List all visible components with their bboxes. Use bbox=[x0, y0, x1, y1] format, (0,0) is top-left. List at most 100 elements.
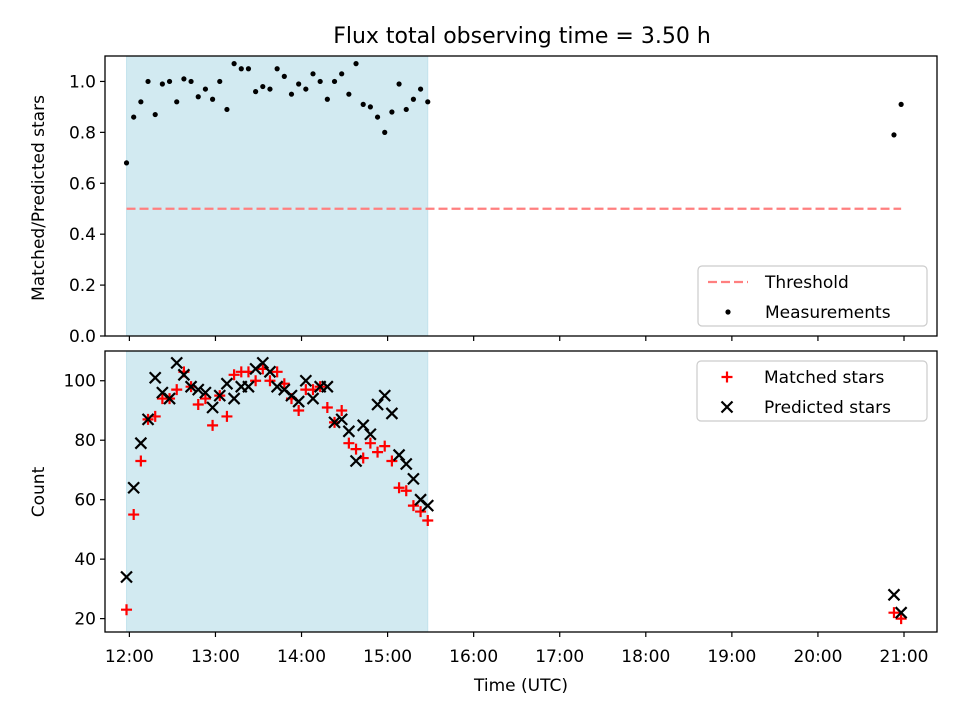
predicted-star-point bbox=[887, 588, 901, 602]
measurement-point bbox=[260, 83, 266, 90]
measurement-point bbox=[339, 71, 345, 77]
axes-frame bbox=[104, 55, 938, 337]
predicted-star-point bbox=[421, 499, 435, 512]
legend-label: Threshold bbox=[764, 273, 849, 293]
y-tick-label: 1.0 bbox=[69, 72, 96, 92]
matched-star-point bbox=[121, 604, 133, 616]
matched-star-point bbox=[293, 404, 305, 416]
measurement-point bbox=[317, 78, 323, 85]
predicted-star-point bbox=[141, 413, 155, 426]
legend-label: Matched stars bbox=[764, 368, 884, 388]
x-tick-label: 20:00 bbox=[793, 647, 842, 667]
x-axis-label: Time (UTC) bbox=[473, 676, 568, 696]
predicted-star-point bbox=[163, 392, 176, 405]
x-tick-label: 12:00 bbox=[105, 647, 154, 667]
predicted-star-point bbox=[407, 472, 420, 486]
matched-star-point bbox=[364, 437, 376, 449]
measurement-point bbox=[166, 78, 173, 85]
y-axis-label: Count bbox=[29, 466, 49, 517]
measurement-point bbox=[159, 81, 165, 87]
y-tick-label: 0.0 bbox=[69, 327, 96, 347]
predicted-star-point bbox=[263, 365, 277, 379]
observing-span bbox=[126, 350, 429, 633]
measurement-point bbox=[310, 71, 316, 77]
y-tick-label: 20 bbox=[74, 610, 96, 630]
measurement-point bbox=[181, 76, 187, 82]
predicted-star-point bbox=[321, 380, 334, 393]
predicted-star-point bbox=[120, 570, 133, 584]
predicted-star-point bbox=[399, 457, 413, 471]
predicted-star-point bbox=[227, 392, 241, 405]
measurement-point bbox=[238, 66, 244, 72]
predicted-star-point bbox=[206, 401, 219, 414]
measurement-point bbox=[152, 111, 158, 118]
matched-star-point bbox=[895, 613, 907, 625]
matched-star-point bbox=[264, 375, 276, 387]
matched-star-point bbox=[199, 393, 211, 405]
predicted-star-point bbox=[177, 368, 191, 382]
measurement-point bbox=[891, 132, 897, 138]
matched-star-point bbox=[415, 506, 427, 518]
x-tick-label: 15:00 bbox=[363, 647, 412, 667]
matched-star-point bbox=[128, 509, 140, 521]
legend-box bbox=[696, 360, 928, 422]
x-tick-label: 16:00 bbox=[449, 647, 498, 667]
measurement-point bbox=[253, 89, 259, 95]
measurement-point bbox=[202, 86, 209, 92]
predicted-star-point bbox=[364, 427, 377, 441]
y-tick-label: 100 bbox=[64, 372, 96, 392]
y-tick-label: 40 bbox=[74, 550, 96, 570]
measurement-point bbox=[353, 61, 359, 67]
predicted-star-point bbox=[270, 380, 284, 393]
measurement-point bbox=[410, 96, 417, 102]
matched-star-point bbox=[228, 369, 240, 381]
measurement-point bbox=[224, 106, 230, 113]
predicted-star-point bbox=[356, 419, 370, 432]
matched-star-point bbox=[379, 440, 391, 452]
predicted-star-point bbox=[385, 407, 399, 420]
x-tick-label: 17:00 bbox=[535, 647, 584, 667]
matched-star-point bbox=[221, 410, 233, 422]
predicted-star-point bbox=[220, 377, 234, 390]
measurement-point bbox=[396, 81, 402, 87]
measurement-point bbox=[324, 96, 330, 102]
predicted-star-point bbox=[378, 389, 392, 402]
top-panel: 0.0 0.2 0.4 0.6 0.8 1.0 Matched/Predicted star… bbox=[29, 55, 938, 347]
x-tick-label: 13:00 bbox=[191, 647, 240, 667]
measurement-point bbox=[346, 91, 352, 97]
measurement-point bbox=[288, 91, 295, 97]
legend-matched-swatch bbox=[721, 371, 733, 383]
y-tick-label: 0.2 bbox=[69, 276, 96, 296]
matched-star-point bbox=[171, 384, 183, 396]
y-tick-label: 60 bbox=[74, 491, 96, 511]
predicted-star-point bbox=[306, 392, 320, 405]
y-tick-label: 0.6 bbox=[69, 174, 96, 194]
matched-star-point bbox=[207, 419, 219, 431]
measurement-point bbox=[195, 94, 201, 100]
measurement-point bbox=[331, 78, 338, 85]
measurement-point bbox=[123, 160, 130, 166]
matched-star-point bbox=[350, 443, 362, 455]
measurement-point bbox=[303, 86, 309, 92]
matched-star-point bbox=[271, 366, 283, 378]
measurement-point bbox=[245, 66, 252, 72]
measurement-point bbox=[209, 96, 216, 102]
matched-star-point bbox=[422, 514, 434, 526]
matched-star-point bbox=[407, 500, 419, 512]
predicted-star-point bbox=[335, 413, 348, 426]
measurement-point bbox=[296, 81, 302, 87]
matched-star-point bbox=[250, 375, 262, 387]
x-tick-label: 14:00 bbox=[277, 647, 326, 667]
measurement-point bbox=[403, 106, 409, 113]
predicted-star-point bbox=[148, 371, 162, 385]
x-tick-label: 19:00 bbox=[707, 647, 756, 667]
legend-label: Measurements bbox=[765, 303, 891, 323]
predicted-star-point bbox=[213, 389, 227, 402]
predicted-star-point bbox=[371, 398, 384, 411]
matched-star-point bbox=[372, 446, 384, 458]
predicted-star-point bbox=[349, 454, 363, 468]
measurement-point bbox=[145, 78, 151, 85]
matched-star-point bbox=[192, 399, 204, 411]
predicted-star-point bbox=[134, 436, 148, 450]
